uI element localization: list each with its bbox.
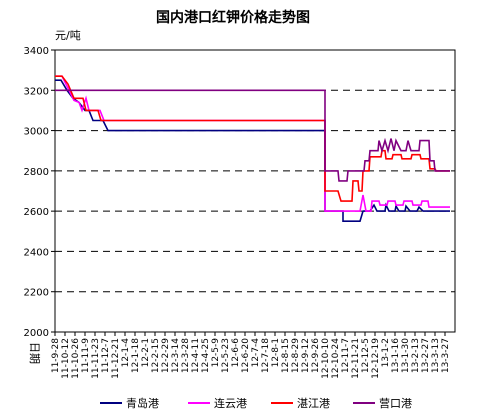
x-tick-label: 12-2-29 bbox=[161, 338, 171, 373]
x-tick-label: 12-6-20 bbox=[241, 338, 251, 373]
y-tick-label: 3000 bbox=[24, 127, 49, 138]
x-tick-label: 12-4-25 bbox=[201, 338, 211, 373]
x-tick-label: 13-3-13 bbox=[431, 338, 441, 373]
x-tick-label: 12-11-21 bbox=[351, 338, 361, 379]
x-tick-label: 12-7-4 bbox=[251, 338, 261, 368]
x-tick-label: 11-10-12 bbox=[61, 338, 71, 379]
x-tick-label: 12-2-1 bbox=[141, 338, 151, 367]
y-tick-label: 2400 bbox=[24, 247, 49, 258]
x-tick-label: 13-2-13 bbox=[411, 338, 421, 373]
y-tick-label: 2600 bbox=[24, 207, 49, 218]
y-tick-label: 3400 bbox=[24, 46, 49, 57]
x-tick-label: 12-12-19 bbox=[371, 338, 381, 379]
x-tick-label: 12-7-18 bbox=[261, 338, 271, 373]
legend-label: 湛江港 bbox=[297, 397, 330, 410]
x-tick-label: 12-1-4 bbox=[121, 338, 131, 368]
series-line-0 bbox=[55, 79, 450, 222]
x-tick-label: 12-4-11 bbox=[191, 338, 201, 373]
x-tick-label: 12-10-10 bbox=[321, 338, 331, 379]
y-axis-unit-label: 元/吨 bbox=[55, 29, 81, 42]
x-tick-label: 13-1-16 bbox=[391, 338, 401, 373]
x-tick-label: 12-5-23 bbox=[221, 338, 231, 373]
y-tick-label: 2800 bbox=[24, 167, 49, 178]
series-line-3 bbox=[55, 89, 450, 182]
x-tick-label: 12-11-7 bbox=[341, 338, 351, 373]
y-tick-label: 2200 bbox=[24, 288, 49, 299]
x-tick-label: 12-3-28 bbox=[181, 338, 191, 373]
x-tick-label: 11-12-21 bbox=[111, 338, 121, 379]
chart-title: 国内港口红钾价格走势图 bbox=[156, 9, 310, 26]
x-tick-label: 12-2-15 bbox=[151, 338, 161, 373]
legend: 青岛港 连云港 湛江港 营口港 bbox=[100, 396, 412, 410]
x-tick-label: 12-8-29 bbox=[291, 338, 301, 373]
x-tick-label: 12-10-24 bbox=[331, 338, 341, 379]
legend-label: 营口港 bbox=[379, 396, 412, 410]
series-lines bbox=[55, 75, 450, 222]
x-tick-label: 13-2-27 bbox=[421, 338, 431, 373]
x-axis-label: 日期 bbox=[28, 342, 41, 364]
x-tick-label: 12-5-9 bbox=[211, 338, 221, 368]
x-tick-label: 13-1-30 bbox=[401, 338, 411, 373]
x-tick-label: 11-10-26 bbox=[71, 338, 81, 379]
x-tick-label: 12-3-14 bbox=[171, 338, 181, 373]
x-tick-label: 11-9-28 bbox=[51, 338, 61, 373]
x-axis-ticks: 11-9-28 11-10-12 11-10-26 11-11-9 11-11-23 11… bbox=[51, 332, 451, 379]
x-tick-label: 12-8-1 bbox=[271, 338, 281, 367]
series-line-1 bbox=[55, 75, 450, 212]
x-tick-label: 13-3-27 bbox=[441, 338, 451, 373]
plot-area bbox=[54, 49, 456, 333]
x-tick-label: 11-12-7 bbox=[101, 338, 111, 373]
series-line-2 bbox=[55, 75, 450, 202]
y-tick-label: 3200 bbox=[24, 86, 49, 97]
y-tick-label: 2000 bbox=[24, 328, 49, 339]
x-tick-label: 11-11-9 bbox=[81, 338, 91, 373]
y-axis-ticks: 2000 2200 2400 2600 2800 3000 3200 3400 bbox=[24, 46, 55, 339]
x-tick-label: 12-9-26 bbox=[311, 338, 321, 373]
x-tick-label: 13-1-2 bbox=[381, 338, 391, 367]
x-tick-label: 12-12-5 bbox=[361, 338, 371, 373]
x-tick-label: 12-1-18 bbox=[131, 338, 141, 373]
legend-label: 连云港 bbox=[214, 397, 247, 410]
x-tick-label: 12-8-15 bbox=[281, 338, 291, 373]
legend-label: 青岛港 bbox=[126, 396, 159, 410]
x-tick-label: 11-11-23 bbox=[91, 338, 101, 379]
x-tick-label: 12-6-6 bbox=[231, 338, 241, 368]
x-tick-label: 12-9-12 bbox=[301, 338, 311, 373]
